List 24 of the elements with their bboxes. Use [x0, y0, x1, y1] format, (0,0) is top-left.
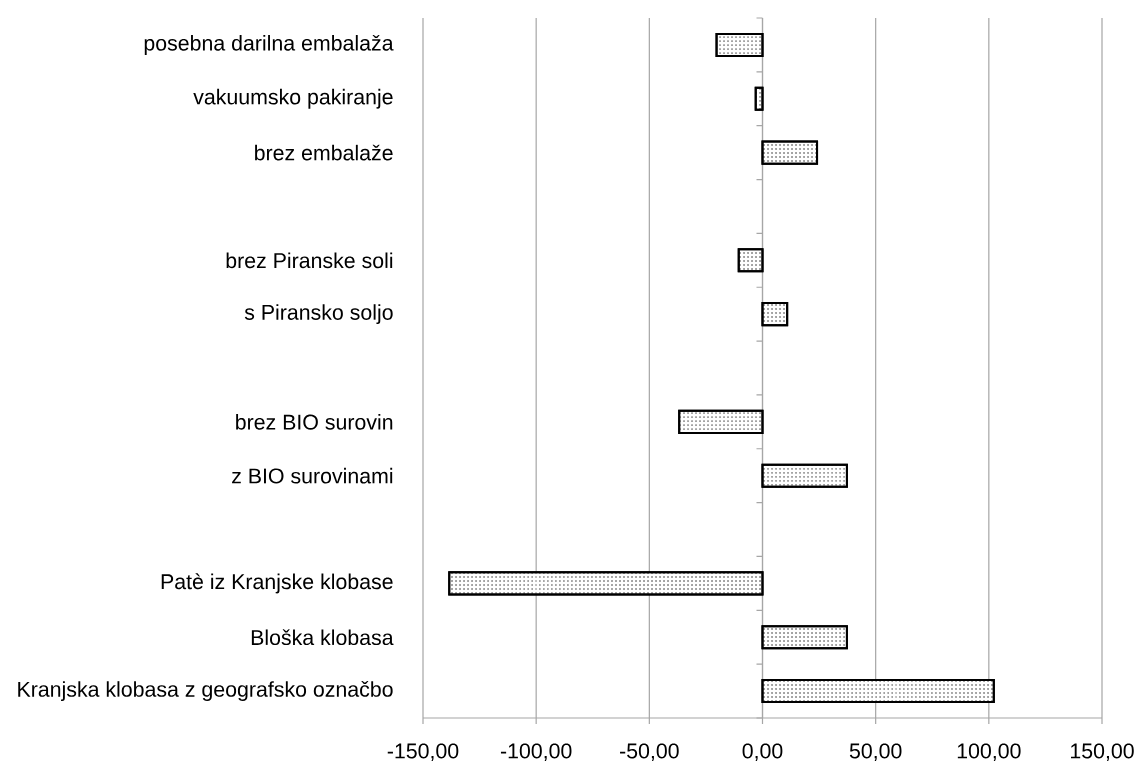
bar [761, 625, 848, 650]
bar [737, 248, 764, 273]
bar [678, 409, 764, 434]
y-tick-label: Bloška klobasa [251, 629, 394, 646]
bar [761, 463, 848, 488]
y-tick-label: Patè iz Kranjske klobase [161, 573, 393, 594]
y-tick-label: z BIO surovinami [232, 467, 393, 484]
x-tick-label: 0,00 [742, 743, 783, 761]
y-tick-label: vakuumsko pakiranje [193, 88, 393, 109]
x-tick-label: -50,00 [620, 743, 679, 761]
y-tick-label: Kranjska klobasa z geografsko označbo [18, 681, 393, 702]
x-tick-label: -150,00 [387, 743, 459, 761]
x-tick-label: -100,00 [500, 743, 572, 761]
y-tick-label: s Piransko soljo [244, 304, 393, 325]
x-tick-label: 50,00 [849, 743, 902, 761]
bar [761, 302, 789, 327]
x-tick-label: 150,00 [1071, 743, 1134, 761]
y-tick-label: posebna darilna embalaža [144, 34, 394, 55]
y-tick-label: brez embalaže [255, 144, 393, 161]
y-tick-label: brez Piranske soli [226, 252, 393, 269]
x-tick-label: 100,00 [957, 743, 1021, 761]
y-tick-label: brez BIO surovin [236, 414, 393, 430]
bar [754, 86, 764, 111]
bar [761, 140, 819, 165]
